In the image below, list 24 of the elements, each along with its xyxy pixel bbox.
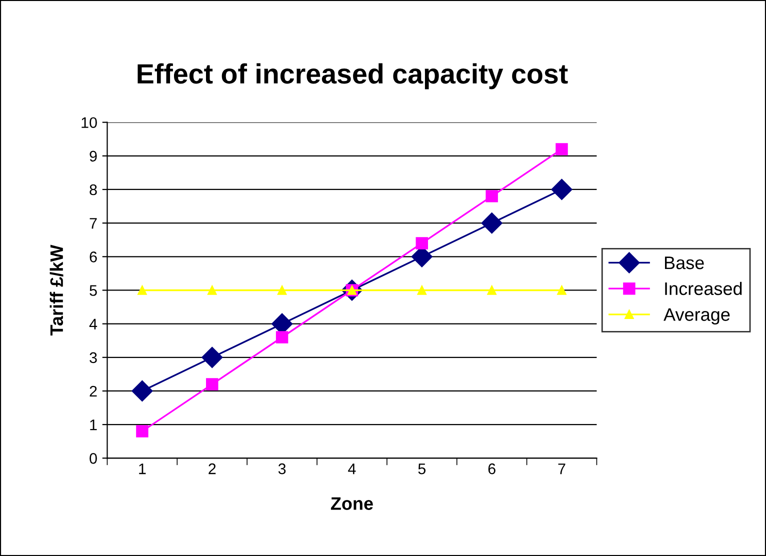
x-tick-label: 2	[208, 463, 216, 474]
y-tick-label: 7	[90, 218, 97, 229]
y-tick-label: 10	[82, 117, 97, 128]
y-tick-label: 0	[90, 453, 97, 464]
y-tick-label: 9	[90, 150, 97, 162]
x-tick-label: 4	[348, 464, 356, 474]
y-tick-label: 5	[90, 285, 97, 296]
y-tick-label: 2	[90, 386, 97, 397]
y-tick-label: 1	[90, 420, 97, 430]
x-axis-title: Zone	[330, 497, 373, 510]
legend-label: Base	[665, 256, 704, 270]
x-tick-label: 6	[488, 463, 496, 474]
y-axis-title: Tariff £/kW	[50, 244, 64, 336]
y-tick-label: 8	[90, 184, 97, 196]
x-tick-label: 7	[558, 464, 566, 474]
y-tick-label: 4	[89, 318, 98, 330]
legend-label: Average	[664, 308, 730, 325]
y-tick-label: 3	[90, 352, 97, 364]
x-tick-label: 3	[278, 463, 286, 474]
x-tick-label: 1	[139, 464, 146, 474]
chart-title: Effect of increased capacity cost	[138, 63, 568, 90]
legend-label: Increased	[665, 282, 742, 296]
x-tick-label: 5	[418, 464, 426, 474]
y-tick-label: 6	[90, 252, 97, 262]
